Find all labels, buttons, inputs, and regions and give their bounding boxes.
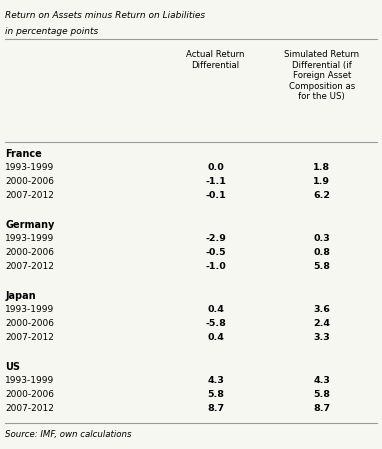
Text: Return on Assets minus Return on Liabilities: Return on Assets minus Return on Liabili…: [5, 11, 205, 20]
Text: 5.8: 5.8: [207, 390, 224, 399]
Text: -2.9: -2.9: [205, 234, 226, 243]
Text: 1.8: 1.8: [313, 163, 330, 172]
Text: 0.4: 0.4: [207, 305, 224, 314]
Text: 1.9: 1.9: [313, 177, 330, 186]
Text: 2007-2012: 2007-2012: [5, 191, 54, 200]
Text: 1993-1999: 1993-1999: [5, 376, 54, 385]
Text: 2007-2012: 2007-2012: [5, 333, 54, 342]
Text: 2000-2006: 2000-2006: [5, 390, 54, 399]
Text: 0.3: 0.3: [314, 234, 330, 243]
Text: -5.8: -5.8: [205, 319, 226, 328]
Text: US: US: [5, 362, 20, 372]
Text: Actual Return
Differential: Actual Return Differential: [186, 50, 245, 70]
Text: Source: IMF, own calculations: Source: IMF, own calculations: [5, 430, 132, 439]
Text: Japan: Japan: [5, 291, 36, 301]
Text: 4.3: 4.3: [313, 376, 330, 385]
Text: 8.7: 8.7: [313, 405, 330, 414]
Text: in percentage points: in percentage points: [5, 27, 99, 36]
Text: France: France: [5, 149, 42, 158]
Text: 2000-2006: 2000-2006: [5, 177, 54, 186]
Text: 0.8: 0.8: [313, 248, 330, 257]
Text: 1993-1999: 1993-1999: [5, 234, 54, 243]
Text: 5.8: 5.8: [313, 390, 330, 399]
Text: 2000-2006: 2000-2006: [5, 319, 54, 328]
Text: 0.4: 0.4: [207, 333, 224, 342]
Text: 3.6: 3.6: [313, 305, 330, 314]
Text: 2.4: 2.4: [313, 319, 330, 328]
Text: 0.0: 0.0: [207, 163, 224, 172]
Text: 6.2: 6.2: [313, 191, 330, 200]
Text: 2007-2012: 2007-2012: [5, 405, 54, 414]
Text: -0.1: -0.1: [205, 191, 226, 200]
Text: 4.3: 4.3: [207, 376, 224, 385]
Text: 1993-1999: 1993-1999: [5, 163, 54, 172]
Text: 2000-2006: 2000-2006: [5, 248, 54, 257]
Text: 2007-2012: 2007-2012: [5, 262, 54, 271]
Text: -0.5: -0.5: [206, 248, 226, 257]
Text: 3.3: 3.3: [314, 333, 330, 342]
Text: -1.1: -1.1: [205, 177, 226, 186]
Text: 1993-1999: 1993-1999: [5, 305, 54, 314]
Text: Germany: Germany: [5, 220, 55, 230]
Text: 5.8: 5.8: [313, 262, 330, 271]
Text: -1.0: -1.0: [205, 262, 226, 271]
Text: Simulated Return
Differential (if
Foreign Asset
Composition as
for the US): Simulated Return Differential (if Foreig…: [284, 50, 359, 101]
Text: 8.7: 8.7: [207, 405, 224, 414]
